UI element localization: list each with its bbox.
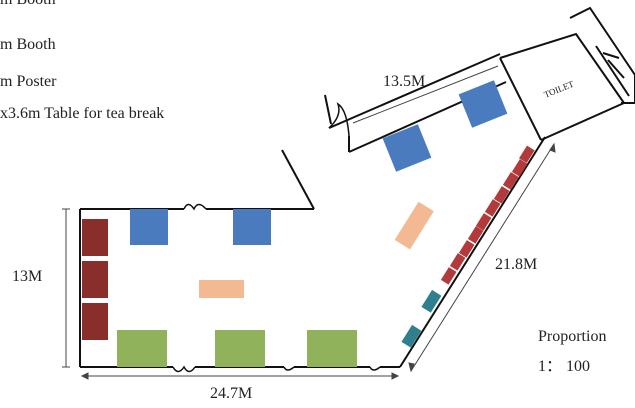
toilet-label: TOILET: [542, 79, 575, 100]
booth-green: [117, 330, 167, 367]
poster-red: [502, 172, 519, 190]
poster-red: [82, 219, 108, 256]
poster-teal: [401, 324, 422, 348]
tea-table: [394, 201, 434, 250]
poster-red: [449, 253, 466, 271]
booth-green: [307, 330, 357, 367]
doors: [172, 102, 381, 373]
left-posters: [82, 219, 108, 340]
poster-red: [82, 303, 108, 340]
legend-item-poster: 1m Poster: [0, 73, 57, 90]
legend-item-booth-a: 3m Booth: [0, 0, 56, 9]
tea-tables: [199, 201, 434, 298]
poster-red: [519, 145, 535, 164]
teal-posters: [401, 289, 442, 348]
poster-red: [458, 240, 475, 258]
poster-red: [493, 186, 510, 204]
poster-red: [440, 267, 457, 285]
poster-red: [475, 213, 492, 231]
dimension-height-label: 13M: [12, 268, 43, 285]
proportion-ratio: 1： 100: [538, 358, 591, 375]
tea-table: [199, 280, 244, 298]
booth-green: [215, 330, 265, 367]
poster-red: [511, 159, 528, 177]
poster-red: [82, 261, 108, 298]
dimension-lines: [62, 65, 556, 380]
booth-blue: [130, 209, 168, 245]
walls: [79, 6, 635, 368]
poster-red: [467, 226, 484, 244]
dimension-width-label: 24.7M: [210, 385, 253, 402]
green-booths: [117, 330, 357, 367]
dimension-diagonal-label: 21.8M: [495, 256, 538, 273]
legend-item-tea-table: 5x3.6m Table for tea break: [0, 105, 165, 122]
poster-teal: [421, 289, 442, 313]
dimension-corridor-label: 13.5M: [383, 73, 426, 90]
diagonal-posters: [440, 145, 535, 285]
proportion-label: Proportion: [538, 328, 607, 345]
blue-booths: [130, 80, 508, 245]
booth-blue: [233, 209, 271, 245]
booth-blue: [382, 124, 432, 172]
legend-item-booth-b: 3m Booth: [0, 36, 56, 53]
booth-blue: [458, 80, 508, 128]
poster-red: [484, 199, 501, 217]
